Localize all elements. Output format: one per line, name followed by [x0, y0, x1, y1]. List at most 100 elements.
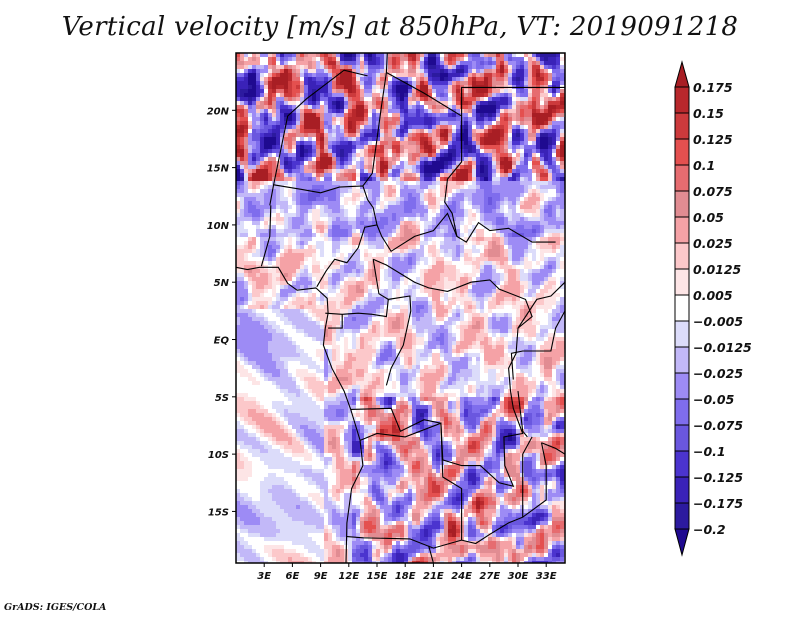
- field-cell: [420, 169, 424, 173]
- field-cell: [456, 57, 460, 61]
- field-cell: [476, 177, 480, 181]
- field-cell: [340, 241, 344, 245]
- field-cell: [308, 169, 312, 173]
- field-cell: [520, 249, 524, 253]
- field-cell: [400, 81, 404, 85]
- field-cell: [420, 109, 424, 113]
- field-cell: [276, 69, 280, 73]
- field-cell: [464, 237, 468, 241]
- field-cell: [400, 229, 404, 233]
- field-cell: [344, 105, 348, 109]
- field-cell: [556, 177, 560, 181]
- field-cell: [488, 89, 492, 93]
- field-cell: [288, 97, 292, 101]
- field-cell: [552, 261, 556, 265]
- field-cell: [520, 177, 524, 181]
- field-cell: [432, 281, 436, 285]
- field-cell: [348, 209, 352, 213]
- field-cell: [380, 185, 384, 189]
- field-cell: [428, 117, 432, 121]
- field-cell: [436, 189, 440, 193]
- field-cell: [480, 109, 484, 113]
- field-cell: [428, 165, 432, 169]
- field-cell: [472, 265, 476, 269]
- field-cell: [344, 145, 348, 149]
- field-cell: [260, 245, 264, 249]
- field-cell: [316, 273, 320, 277]
- field-cell: [304, 273, 308, 277]
- field-cell: [432, 261, 436, 265]
- field-cell: [552, 233, 556, 237]
- field-cell: [372, 237, 376, 241]
- field-cell: [536, 277, 540, 281]
- field-cell: [272, 221, 276, 225]
- field-cell: [560, 165, 564, 169]
- field-cell: [292, 201, 296, 205]
- field-cell: [388, 189, 392, 193]
- field-cell: [492, 189, 496, 193]
- field-cell: [352, 169, 356, 173]
- field-cell: [516, 129, 520, 133]
- field-cell: [520, 73, 524, 77]
- field-cell: [256, 233, 260, 237]
- field-cell: [240, 165, 244, 169]
- field-cell: [348, 201, 352, 205]
- field-cell: [400, 173, 404, 177]
- field-cell: [468, 97, 472, 101]
- field-cell: [300, 133, 304, 137]
- field-cell: [344, 141, 348, 145]
- field-cell: [528, 181, 532, 185]
- field-cell: [308, 101, 312, 105]
- field-cell: [456, 265, 460, 269]
- field-cell: [404, 205, 408, 209]
- field-cell: [444, 169, 448, 173]
- field-cell: [360, 65, 364, 69]
- field-cell: [248, 285, 252, 289]
- field-cell: [468, 269, 472, 273]
- field-cell: [292, 173, 296, 177]
- field-cell: [528, 209, 532, 213]
- field-cell: [300, 261, 304, 265]
- field-cell: [468, 169, 472, 173]
- field-cell: [348, 221, 352, 225]
- field-cell: [304, 141, 308, 145]
- field-cell: [520, 61, 524, 65]
- field-cell: [436, 53, 440, 57]
- field-cell: [332, 117, 336, 121]
- field-cell: [324, 165, 328, 169]
- field-cell: [304, 85, 308, 89]
- field-cell: [300, 289, 304, 293]
- field-cell: [396, 89, 400, 93]
- field-cell: [244, 101, 248, 105]
- field-cell: [384, 249, 388, 253]
- field-cell: [316, 77, 320, 81]
- field-cell: [436, 193, 440, 197]
- field-cell: [452, 261, 456, 265]
- field-cell: [276, 153, 280, 157]
- field-cell: [336, 61, 340, 65]
- field-cell: [520, 69, 524, 73]
- field-cell: [376, 89, 380, 93]
- field-cell: [308, 261, 312, 265]
- field-cell: [448, 77, 452, 81]
- field-cell: [264, 277, 268, 281]
- field-cell: [552, 193, 556, 197]
- field-cell: [292, 89, 296, 93]
- field-cell: [348, 145, 352, 149]
- field-cell: [444, 145, 448, 149]
- field-cell: [288, 281, 292, 285]
- field-cell: [476, 57, 480, 61]
- field-cell: [352, 89, 356, 93]
- field-cell: [344, 281, 348, 285]
- field-cell: [488, 141, 492, 145]
- field-cell: [312, 133, 316, 137]
- field-cell: [436, 261, 440, 265]
- field-cell: [388, 213, 392, 217]
- field-cell: [424, 229, 428, 233]
- field-cell: [368, 109, 372, 113]
- field-cell: [468, 77, 472, 81]
- field-cell: [560, 213, 564, 217]
- field-cell: [344, 113, 348, 117]
- field-cell: [368, 221, 372, 225]
- field-cell: [288, 137, 292, 141]
